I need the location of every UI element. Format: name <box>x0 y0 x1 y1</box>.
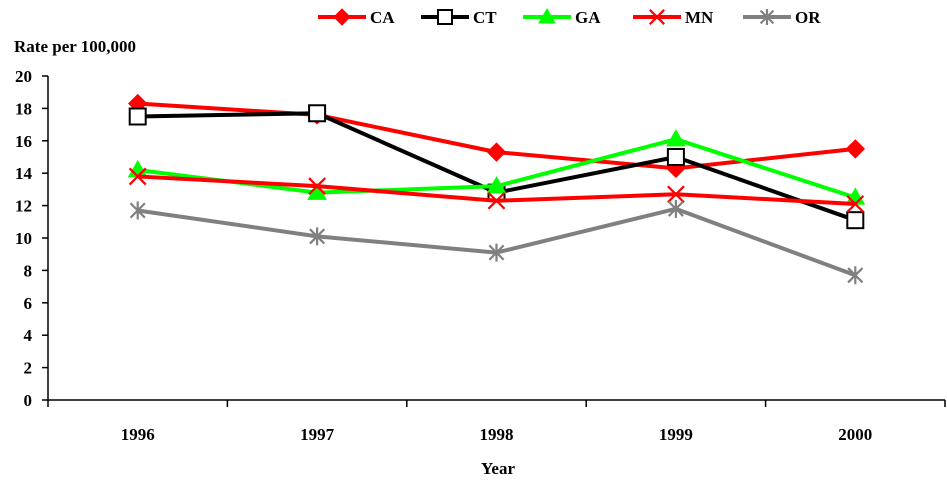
data-point-or <box>309 227 326 246</box>
data-point-ga <box>666 129 686 147</box>
legend-marker <box>759 9 775 25</box>
series-or <box>129 199 864 285</box>
data-point-mn <box>487 191 506 210</box>
legend-label: CT <box>473 8 497 27</box>
data-point-ca <box>486 142 507 162</box>
legend-marker <box>538 7 556 24</box>
y-tick-label: 10 <box>15 229 32 248</box>
data-point-mn <box>846 195 865 213</box>
x-axis-title: Year <box>481 459 515 478</box>
data-point-ct <box>846 211 865 230</box>
legend-item-or: OR <box>743 8 821 27</box>
x-tick-label: 1999 <box>659 425 693 444</box>
series-line-or <box>137 206 856 278</box>
series-ga <box>127 129 866 205</box>
legend-label: CA <box>370 8 395 27</box>
y-tick-label: 16 <box>15 132 32 151</box>
legend-marker <box>333 8 351 26</box>
data-point-or <box>667 199 684 218</box>
y-tick-label: 14 <box>15 164 33 183</box>
data-point-mn <box>667 185 685 204</box>
y-tick-label: 4 <box>24 326 33 345</box>
y-tick-label: 6 <box>24 294 33 313</box>
legend-label: OR <box>795 8 821 27</box>
y-tick-label: 2 <box>24 359 33 378</box>
data-point-or <box>129 201 146 220</box>
y-axis-title: Rate per 100,000 <box>14 37 136 56</box>
y-tick-label: 12 <box>15 197 32 216</box>
data-point-ct <box>128 107 147 126</box>
y-tick-labels: 0 2 4 6 8 10 12 14 16 18 20 <box>15 67 33 410</box>
x-tick-label: 1998 <box>480 425 514 444</box>
x-tick-label: 1996 <box>121 425 155 444</box>
legend-label: GA <box>575 8 601 27</box>
series-line-ct <box>137 111 856 223</box>
y-tick-label: 20 <box>15 67 32 86</box>
legend-marker <box>437 9 453 25</box>
data-point-mn <box>308 177 326 196</box>
legend-item-ct: CT <box>421 8 497 27</box>
series-ct <box>128 104 865 230</box>
series-group <box>127 93 866 285</box>
legend-label: MN <box>685 8 714 27</box>
data-point-ct <box>308 104 327 123</box>
data-point-mn <box>128 167 147 186</box>
y-tick-label: 0 <box>24 391 33 410</box>
axes <box>42 75 946 407</box>
y-tick-label: 8 <box>24 261 33 280</box>
y-tick-label: 18 <box>15 99 32 118</box>
x-tick-label: 1997 <box>300 425 335 444</box>
legend-item-ca: CA <box>318 8 395 27</box>
data-point-or <box>488 243 505 262</box>
legend-item-mn: MN <box>633 8 714 27</box>
x-tick-label: 2000 <box>838 425 872 444</box>
data-point-or <box>847 266 864 285</box>
x-tick-labels: 1996 1997 1998 1999 2000 <box>121 425 873 444</box>
data-point-ca <box>845 139 866 159</box>
data-point-ga <box>486 176 507 194</box>
legend-item-ga: GA <box>523 7 601 27</box>
legend: CA CT GA MN OR <box>318 7 821 27</box>
legend-marker <box>649 9 665 25</box>
data-point-ct <box>666 148 685 166</box>
series-mn <box>128 167 865 213</box>
